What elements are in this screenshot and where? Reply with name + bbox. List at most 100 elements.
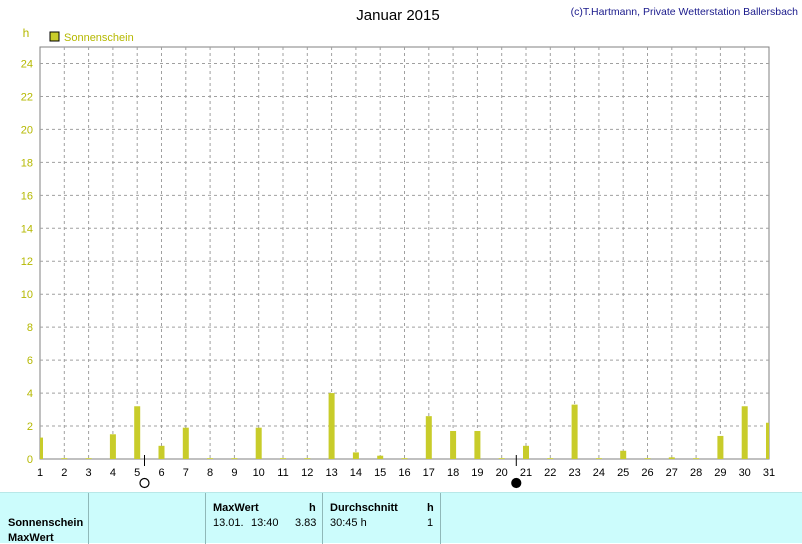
moon-phase-markers: [139, 455, 522, 489]
bar: [401, 458, 408, 459]
y-tick-label: 10: [21, 289, 33, 301]
x-tick-label: 23: [568, 467, 580, 479]
bar: [61, 458, 68, 459]
x-tick-label: 14: [350, 467, 362, 479]
legend-swatch: [49, 31, 60, 42]
bar: [280, 458, 286, 459]
bar: [158, 445, 165, 459]
x-tick-label: 10: [253, 467, 265, 479]
maxwert-unit: h: [309, 502, 316, 514]
footer-labels: Sonnenschein MaxWert: [0, 493, 88, 544]
bar: [328, 393, 335, 459]
x-tick-label: 9: [231, 467, 237, 479]
bar: [304, 458, 311, 459]
bar: [595, 458, 602, 459]
bar: [668, 457, 675, 459]
x-tick-label: 27: [666, 467, 678, 479]
bar: [134, 406, 141, 459]
bar: [644, 458, 651, 459]
bar: [109, 434, 116, 459]
x-tick-label: 16: [398, 467, 410, 479]
x-tick-label: 7: [183, 467, 189, 479]
maxwert-column: MaxWert h 13.01. 13:40 3.83: [206, 493, 322, 544]
x-tick-label: 26: [641, 467, 653, 479]
bar: [231, 458, 238, 459]
bar: [620, 450, 627, 459]
x-tick-labels: 1 2 3 4 5 6 7 8 9 10 11 12 13 14 15 16 17 18 19 20 21 22 23 24 2…: [37, 467, 775, 479]
y-tick-label: 14: [21, 223, 33, 235]
x-tick-label: 28: [690, 467, 702, 479]
legend-label: Sonnenschein: [64, 32, 134, 44]
full-moon-icon: [139, 477, 150, 489]
x-tick-label: 4: [110, 467, 116, 479]
durchschnitt-unit: h: [427, 502, 434, 514]
bar: [766, 422, 769, 459]
x-tick-label: 31: [763, 467, 775, 479]
x-tick-label: 18: [447, 467, 459, 479]
bar: [474, 430, 481, 459]
bar: [693, 458, 700, 459]
bar: [547, 458, 554, 459]
bar: [377, 455, 384, 459]
maxwert-value: 3.83: [295, 517, 317, 529]
copyright-text: (c)T.Hartmann, Private Wetterstation Bal…: [571, 6, 799, 18]
x-tick-label: 15: [374, 467, 386, 479]
bar: [425, 416, 432, 459]
x-tick-label: 29: [714, 467, 726, 479]
x-tick-label: 11: [277, 467, 288, 479]
durchschnitt-count: 1: [427, 517, 434, 529]
y-tick-label: 24: [21, 58, 33, 70]
y-tick-label: 6: [27, 355, 33, 367]
bar: [182, 427, 189, 459]
bar: [352, 452, 359, 459]
y-tick-label: 8: [27, 322, 33, 334]
x-tick-label: 2: [61, 467, 67, 479]
durchschnitt-header: Durchschnitt: [330, 502, 398, 514]
y-tick-label: 0: [27, 454, 33, 466]
maxwert-time: 13:40: [251, 517, 279, 529]
bar: [450, 430, 457, 459]
durchschnitt-column: Durchschnitt h 30:45 h 1: [323, 493, 440, 544]
x-tick-label: 8: [207, 467, 213, 479]
bars: [40, 393, 769, 459]
x-tick-label: 13: [325, 467, 337, 479]
x-tick-label: 30: [739, 467, 751, 479]
bar: [571, 404, 578, 459]
y-axis-unit: h: [23, 26, 30, 40]
x-tick-label: 20: [496, 467, 508, 479]
grid-lines: [40, 47, 769, 459]
x-tick-label: 17: [423, 467, 435, 479]
bar: [741, 406, 748, 459]
chart-title: Januar 2015: [356, 7, 439, 24]
x-tick-label: 12: [301, 467, 313, 479]
x-tick-label: 25: [617, 467, 629, 479]
y-tick-label: 12: [21, 256, 33, 268]
y-tick-label: 18: [21, 157, 33, 169]
summary-footer: Sonnenschein MaxWert MaxWert h 13.01. 13…: [0, 492, 802, 544]
x-tick-label: 5: [134, 467, 140, 479]
bar: [207, 458, 214, 459]
x-tick-label: 21: [520, 467, 532, 479]
y-tick-label: 22: [21, 91, 33, 103]
maxwert-header: MaxWert: [213, 502, 259, 514]
y-tick-label: 20: [21, 124, 33, 136]
bar: [717, 435, 724, 459]
x-tick-label: 19: [471, 467, 483, 479]
x-tick-label: 6: [158, 467, 164, 479]
durchschnitt-value: 30:45 h: [330, 517, 367, 529]
x-tick-label: 22: [544, 467, 556, 479]
bar: [255, 427, 262, 459]
y-tick-label: 16: [21, 190, 33, 202]
x-tick-label: 24: [593, 467, 605, 479]
x-tick-label: 3: [86, 467, 92, 479]
bar: [85, 458, 92, 459]
x-tick-label: 1: [37, 467, 43, 479]
bar: [523, 445, 529, 459]
row-label-maxwert: MaxWert: [8, 532, 54, 544]
row-label-sonnenschein: Sonnenschein: [8, 517, 84, 529]
bar: [498, 458, 505, 459]
bar: [40, 437, 43, 459]
y-tick-label: 2: [27, 421, 33, 433]
